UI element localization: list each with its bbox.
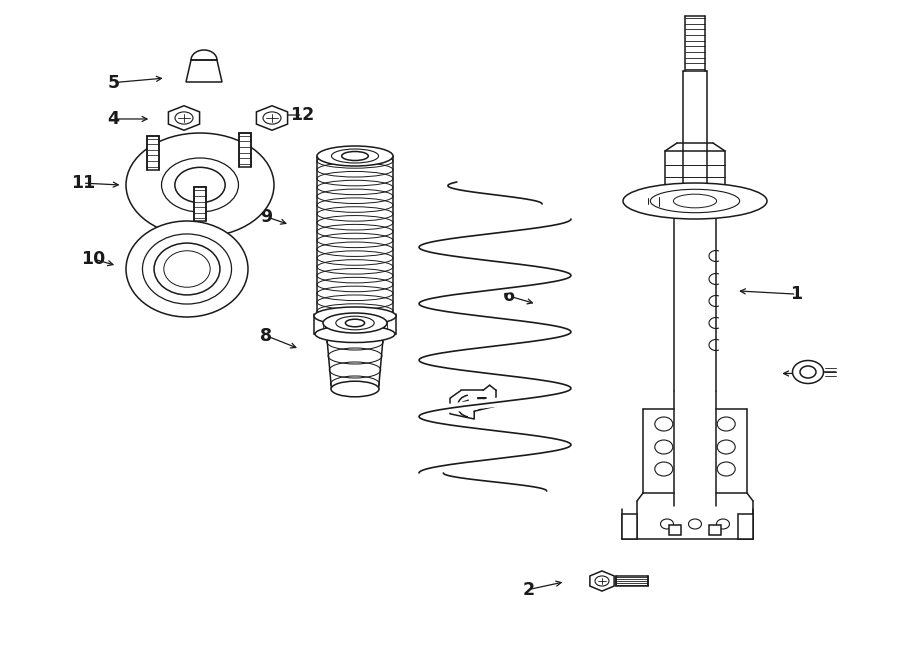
Ellipse shape bbox=[175, 112, 193, 124]
Text: 12: 12 bbox=[291, 106, 314, 124]
Ellipse shape bbox=[126, 221, 248, 317]
Ellipse shape bbox=[688, 519, 701, 529]
Text: 11: 11 bbox=[71, 174, 94, 192]
Bar bbox=[239, 133, 250, 167]
Ellipse shape bbox=[331, 381, 379, 397]
Ellipse shape bbox=[314, 307, 396, 325]
Bar bbox=[194, 188, 206, 221]
Ellipse shape bbox=[263, 112, 281, 124]
Ellipse shape bbox=[655, 440, 673, 454]
Bar bbox=[616, 576, 648, 586]
Bar bbox=[148, 136, 158, 170]
Text: 1: 1 bbox=[790, 285, 803, 303]
Text: 6: 6 bbox=[503, 287, 516, 305]
Polygon shape bbox=[256, 106, 288, 130]
Text: 2: 2 bbox=[522, 580, 535, 599]
Ellipse shape bbox=[661, 519, 673, 529]
Ellipse shape bbox=[323, 313, 387, 333]
Ellipse shape bbox=[793, 360, 824, 383]
Ellipse shape bbox=[317, 146, 393, 166]
Ellipse shape bbox=[655, 417, 673, 431]
Ellipse shape bbox=[800, 366, 816, 378]
Ellipse shape bbox=[717, 417, 735, 431]
Ellipse shape bbox=[655, 462, 673, 476]
Polygon shape bbox=[168, 106, 200, 130]
Bar bbox=[622, 514, 637, 539]
Text: 4: 4 bbox=[107, 110, 120, 128]
Ellipse shape bbox=[595, 576, 609, 586]
Text: 7: 7 bbox=[475, 395, 488, 414]
Ellipse shape bbox=[154, 243, 220, 295]
Ellipse shape bbox=[623, 183, 767, 219]
Ellipse shape bbox=[175, 167, 225, 203]
Text: 3: 3 bbox=[806, 364, 818, 383]
Text: 8: 8 bbox=[260, 327, 273, 345]
Polygon shape bbox=[186, 60, 222, 82]
Bar bbox=[669, 525, 681, 535]
Text: 9: 9 bbox=[260, 208, 273, 226]
Bar bbox=[738, 514, 753, 539]
Bar bbox=[709, 525, 721, 535]
Ellipse shape bbox=[717, 440, 735, 454]
Ellipse shape bbox=[717, 462, 735, 476]
Text: 5: 5 bbox=[107, 73, 120, 92]
Ellipse shape bbox=[346, 319, 365, 327]
Ellipse shape bbox=[716, 519, 730, 529]
Polygon shape bbox=[590, 571, 614, 591]
Ellipse shape bbox=[315, 325, 395, 342]
Bar bbox=[665, 151, 725, 189]
Text: 10: 10 bbox=[82, 250, 105, 268]
Ellipse shape bbox=[126, 133, 274, 237]
Ellipse shape bbox=[342, 151, 368, 161]
